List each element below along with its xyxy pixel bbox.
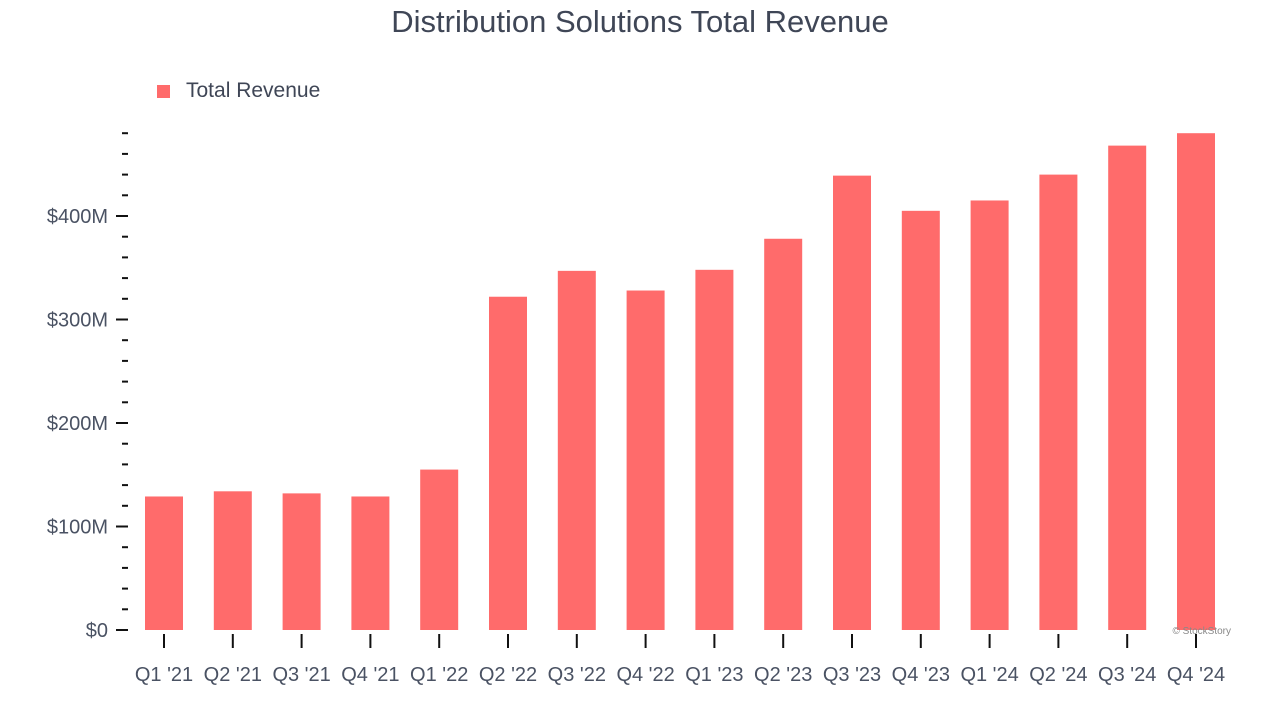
bar-Q4-24 [1177, 133, 1215, 630]
x-tick-label: Q3 '22 [548, 664, 606, 686]
bar-Q3-22 [557, 270, 596, 630]
x-tick-label: Q1 '22 [410, 664, 468, 686]
bar-Q2-23 [764, 238, 803, 630]
x-tick-label: Q2 '23 [754, 664, 812, 686]
legend-swatch [157, 84, 170, 98]
x-tick-label: Q3 '23 [823, 664, 881, 686]
bar-Q4-23 [901, 210, 940, 630]
x-tick-label: Q3 '24 [1098, 664, 1156, 686]
bar-Q1-21 [145, 496, 183, 630]
legend-label: Total Revenue [186, 79, 321, 102]
bar-Q3-21 [282, 493, 321, 630]
x-tick-label: Q4 '24 [1167, 664, 1225, 686]
bar-Q2-24 [1039, 174, 1078, 630]
bar-Q1-24 [970, 200, 1009, 630]
x-tick-label: Q4 '21 [341, 664, 399, 686]
y-tick-label: $200M [47, 413, 108, 435]
bar-Q2-22 [489, 296, 527, 630]
x-tick-label: Q1 '24 [960, 664, 1018, 686]
x-tick-label: Q4 '22 [616, 664, 674, 686]
bar-Q4-21 [351, 496, 390, 630]
y-tick-label: $100M [47, 517, 108, 539]
chart-title: Distribution Solutions Total Revenue [391, 4, 889, 39]
watermark: © StockStory [1173, 626, 1232, 637]
x-tick-label: Q3 '21 [272, 664, 330, 686]
x-tick-label: Q2 '22 [479, 664, 537, 686]
y-tick-label: $400M [47, 206, 108, 228]
y-tick-label: $300M [47, 310, 108, 332]
x-tick-label: Q4 '23 [892, 664, 950, 686]
bar-Q1-23 [695, 269, 734, 630]
x-tick-label: Q1 '21 [135, 664, 193, 686]
legend: Total Revenue [157, 79, 320, 103]
x-tick-label: Q1 '23 [685, 664, 743, 686]
bar-Q1-22 [420, 469, 459, 630]
x-tick-label: Q2 '24 [1029, 664, 1087, 686]
x-tick-label: Q2 '21 [204, 664, 262, 686]
y-tick-label: $0 [86, 620, 108, 642]
bar-Q4-22 [626, 290, 665, 630]
bar-Q3-24 [1108, 145, 1147, 630]
bar-Q3-23 [833, 175, 871, 630]
bar-Q2-21 [213, 491, 252, 630]
